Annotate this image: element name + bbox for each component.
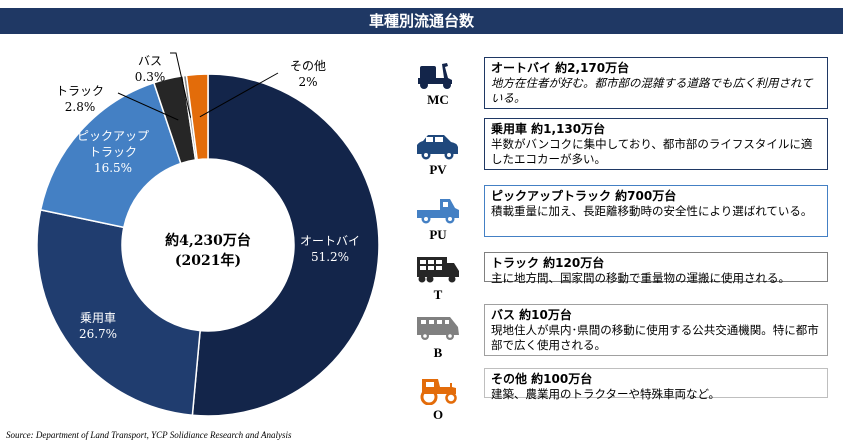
- chart-title: 車種別流通台数: [368, 12, 474, 30]
- slice-name-label: ピックアップ: [77, 129, 149, 143]
- leader-line: [199, 72, 279, 118]
- category-description-box: トラック 約120万台 主に地方間、国家間の移動で重量物の運搬に使用される。: [484, 252, 828, 285]
- center-label: 約4,230万台: [165, 232, 251, 249]
- category-description-box: 乗用車 約1,130万台 半数がバンコクに集中しており、都市部のライフスタイルに適…: [484, 118, 828, 170]
- leader-line: [117, 92, 179, 121]
- category-description-box: オートバイ 約2,170万台 地方在住者が好む。都市部の混雑する道路でも広く利用さ…: [484, 57, 828, 109]
- donut-slice: [36, 208, 201, 417]
- category-icon-group: T: [410, 255, 466, 303]
- category-heading: オートバイ 約2,170万台: [491, 61, 630, 75]
- donut-slice: [39, 81, 182, 229]
- truck-icon: [417, 257, 459, 283]
- category-icon-group: B: [410, 313, 466, 361]
- category-heading: バス 約10万台: [491, 308, 572, 322]
- category-icon-group: MC: [410, 60, 466, 108]
- category-heading: 乗用車 約1,130万台: [491, 122, 606, 136]
- category-description-box: その他 約100万台 建築、農業用のトラクターや特殊車両など。: [484, 368, 828, 401]
- category-code: O: [432, 407, 444, 422]
- donut-slice: [191, 73, 380, 417]
- center-label: (2021年): [175, 252, 241, 269]
- category-code: PU: [429, 227, 447, 242]
- category-text: 地方在住者が好む。都市部の混雑する道路でも広く利用されている。: [491, 76, 813, 105]
- category-code: MC: [427, 92, 449, 107]
- slice-name-label: 乗用車: [80, 311, 116, 325]
- category-icon-group: PV: [410, 130, 466, 178]
- slice-value-label: 26.7%: [79, 327, 117, 341]
- slice-value-label: 0.3%: [135, 70, 166, 84]
- category-icon-group: PU: [410, 195, 466, 243]
- slice-name-label: バス: [138, 54, 162, 68]
- donut-slice: [185, 73, 209, 161]
- slice-value-label: 2.8%: [65, 100, 96, 114]
- slice-value-label: 16.5%: [94, 161, 132, 175]
- slice-name-label: トラック: [56, 84, 104, 98]
- category-code: PV: [429, 162, 447, 177]
- slice-value-label: 51.2%: [311, 250, 349, 264]
- slice-name-label: その他: [290, 59, 326, 73]
- tractor-icon: [420, 379, 457, 405]
- donut-chart: オートバイ51.2%乗用車26.7%ピックアップトラック16.5%トラック2.8…: [36, 52, 380, 417]
- category-text: 半数がバンコクに集中しており、都市部のライフスタイルに適したエコカーが多い。: [491, 137, 813, 166]
- category-description-box: ピックアップトラック 約700万台 積載重量に加え、長距離移動時の安全性により選ば…: [484, 185, 828, 237]
- pickup-icon: [417, 199, 459, 224]
- category-text: 主に地方間、国家間の移動で重量物の運搬に使用される。: [491, 271, 790, 285]
- title-bar: 車種別流通台数: [0, 8, 843, 34]
- category-code: T: [433, 287, 443, 302]
- slice-value-label: 2%: [298, 75, 317, 89]
- source-note: Source: Department of Land Transport, YC…: [6, 430, 292, 440]
- leader-line: [170, 52, 192, 118]
- category-text: 現地住人が県内･県間の移動に使用する公共交通機関。特に都市部で広く使用される。: [491, 323, 819, 352]
- car-icon: [417, 135, 458, 160]
- motorcycle-icon: [418, 63, 452, 89]
- category-text: 建築、農業用のトラクターや特殊車両など。: [491, 387, 720, 401]
- category-heading: ピックアップトラック 約700万台: [491, 189, 677, 203]
- category-icon-group: O: [410, 375, 466, 423]
- category-text: 積載重量に加え、長距離移動時の安全性により選ばれている。: [491, 204, 813, 218]
- category-code: B: [433, 345, 443, 360]
- slice-name-label: トラック: [89, 145, 137, 159]
- category-heading: トラック 約120万台: [491, 256, 605, 270]
- slice-name-label: オートバイ: [300, 234, 360, 248]
- category-description-box: バス 約10万台 現地住人が県内･県間の移動に使用する公共交通機関。特に都市部で広…: [484, 304, 828, 356]
- category-heading: その他 約100万台: [491, 372, 593, 386]
- bus-icon: [417, 317, 459, 340]
